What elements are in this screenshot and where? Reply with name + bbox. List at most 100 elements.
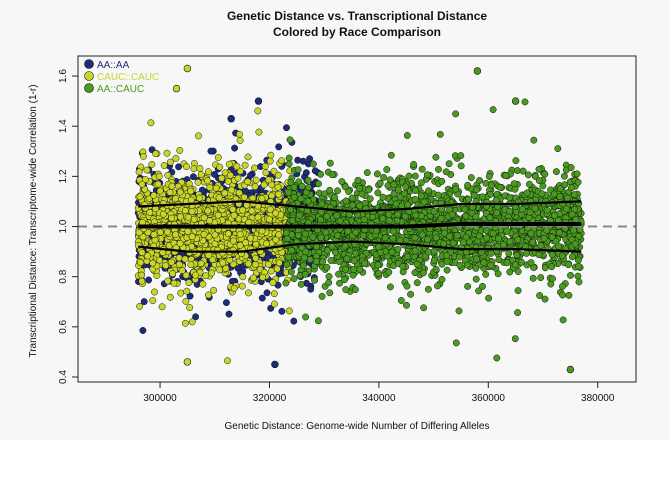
data-point [399,263,407,270]
data-point [184,213,192,221]
series-2-points [282,67,585,374]
data-point [417,192,425,200]
data-point [441,229,448,237]
data-point [290,317,298,325]
data-point [556,193,564,201]
data-point [338,178,346,186]
data-point [285,160,293,168]
data-point [550,190,558,198]
data-point [464,282,472,290]
data-point [527,229,535,237]
data-point [503,227,511,235]
data-point [318,292,326,300]
data-point [210,286,218,294]
data-point [567,271,574,279]
data-point [575,278,583,286]
data-point [206,217,214,225]
data-point [351,249,359,257]
data-point [236,241,244,249]
data-point [302,313,310,321]
data-point [506,238,514,246]
data-point [327,257,335,264]
data-point [283,261,291,269]
data-point [563,205,570,213]
data-point [183,358,192,366]
data-point [151,288,158,296]
data-point [287,206,295,214]
data-point [438,260,446,268]
data-point [485,173,493,180]
data-point [163,149,171,157]
data-point [557,185,564,193]
data-point [492,196,500,204]
data-point [297,280,305,288]
data-point [473,67,482,75]
data-point [475,232,483,240]
data-point [385,268,393,276]
data-point [301,230,309,238]
data-point [574,272,582,280]
data-point [436,130,444,138]
data-point [309,233,317,241]
scatter-chart: Genetic Distance vs. Transcriptional Dis… [28,9,637,432]
data-point [294,166,302,174]
data-point [300,262,307,270]
data-point [411,234,419,242]
data-point [404,253,411,261]
data-point [282,229,290,237]
data-point [389,234,397,242]
data-point [467,174,475,182]
data-point [168,258,176,266]
data-point [300,254,308,262]
data-point [254,107,262,115]
data-point [231,144,239,152]
data-point [194,178,202,186]
data-point [535,165,543,173]
data-point [313,243,320,251]
y-tick-label: 0.6 [58,319,69,333]
data-point [345,188,353,195]
data-point [219,259,227,267]
y-tick-label: 0.4 [58,370,69,384]
data-point [511,185,519,193]
data-point [204,168,212,176]
data-point [282,279,290,287]
data-point [294,231,302,239]
data-point [138,249,146,256]
data-point [236,137,244,144]
data-point [413,260,421,268]
data-point [269,279,277,287]
data-point [548,233,556,241]
data-point [472,264,480,272]
data-point [506,268,514,276]
data-point [143,166,151,174]
data-point [202,272,210,280]
data-point [568,210,576,218]
data-point [543,226,551,234]
data-point [138,271,146,279]
data-point [137,259,145,266]
data-point [286,136,294,144]
data-point [465,195,473,203]
data-point [164,228,172,236]
data-point [412,211,420,219]
data-point [394,186,402,194]
data-point [523,249,531,257]
data-point [285,154,293,162]
data-point [200,230,208,238]
data-point [216,163,224,171]
data-point [206,184,214,192]
data-point [402,183,410,191]
data-point [162,262,170,270]
data-point [265,260,272,268]
data-point [527,259,535,267]
data-point [432,234,440,242]
x-tick-label: 360000 [472,393,506,404]
data-point [263,254,271,262]
data-point [139,152,147,160]
data-point [517,258,525,266]
data-point [420,198,428,206]
data-point [462,212,470,220]
data-point [233,162,241,170]
